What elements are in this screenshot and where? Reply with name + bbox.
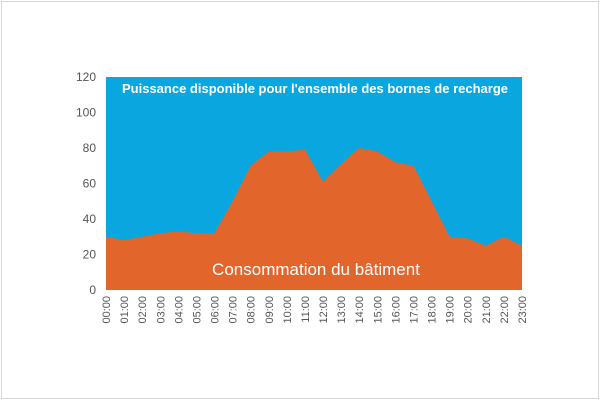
x-tick-label: 05:00 (191, 296, 203, 324)
x-tick-label: 04:00 (173, 296, 185, 324)
x-axis: 00:00 01:00 02:00 03:00 04:00 05:00 06:00 07:00… (101, 296, 529, 324)
y-tick-label: 60 (83, 177, 97, 191)
x-tick-label: 12:00 (318, 296, 330, 324)
x-tick-label: 23:00 (517, 296, 529, 324)
series-label-available: Puissance disponible pour l'ensemble des… (122, 81, 508, 96)
x-tick-label: 14:00 (354, 296, 366, 324)
y-axis: 0 20 40 60 80 100 120 (76, 70, 96, 297)
y-tick-label: 40 (83, 212, 97, 226)
x-tick-label: 06:00 (210, 296, 222, 324)
x-tick-label: 10:00 (282, 296, 294, 324)
x-tick-label: 13:00 (336, 296, 348, 324)
series-label-building: Consommation du bâtiment (212, 260, 420, 279)
x-tick-label: 08:00 (246, 296, 258, 324)
y-tick-label: 0 (89, 283, 96, 297)
x-tick-label: 00:00 (101, 296, 113, 324)
x-tick-label: 19:00 (445, 296, 457, 324)
y-tick-label: 100 (76, 106, 96, 120)
x-tick-label: 01:00 (119, 296, 131, 324)
x-tick-label: 15:00 (372, 296, 384, 324)
x-tick-label: 02:00 (137, 296, 149, 324)
x-tick-label: 16:00 (390, 296, 402, 324)
x-tick-label: 21:00 (481, 296, 493, 324)
y-tick-label: 80 (83, 141, 97, 155)
x-tick-label: 22:00 (499, 296, 511, 324)
x-tick-label: 09:00 (264, 296, 276, 324)
area-building-consumption (106, 148, 522, 290)
x-tick-label: 18:00 (427, 296, 439, 324)
x-tick-label: 20:00 (463, 296, 475, 324)
x-tick-label: 17:00 (408, 296, 420, 324)
y-tick-label: 20 (83, 248, 97, 262)
x-tick-label: 11:00 (300, 296, 312, 323)
x-tick-label: 07:00 (228, 296, 240, 324)
y-tick-label: 120 (76, 70, 96, 84)
x-tick-label: 03:00 (155, 296, 167, 324)
plot-area (106, 77, 522, 290)
